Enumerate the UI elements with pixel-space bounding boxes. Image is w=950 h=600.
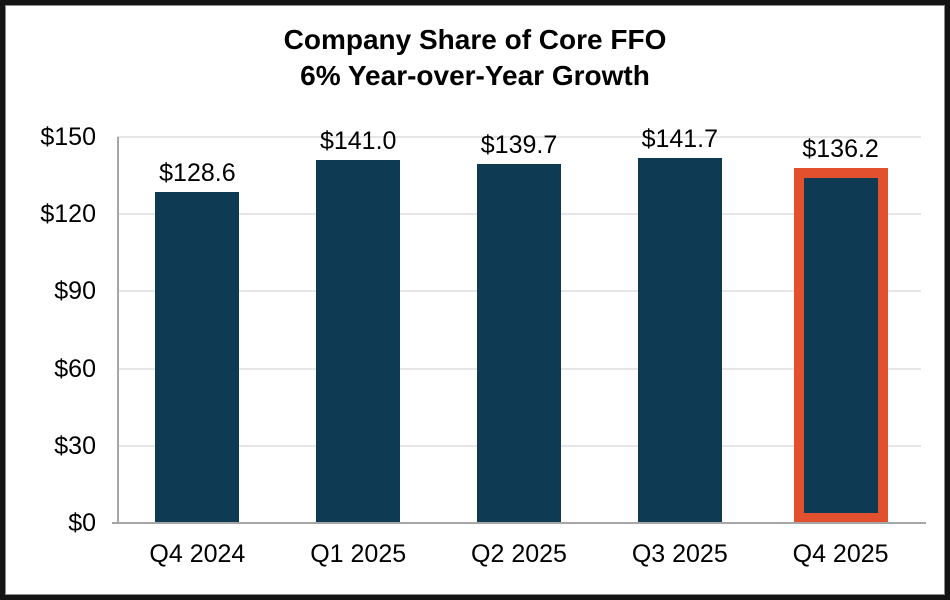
bar — [637, 158, 722, 523]
bar — [155, 192, 240, 523]
y-tick-label: $60 — [54, 354, 96, 383]
x-tick-label: Q4 2025 — [792, 540, 889, 568]
bar-value-label: $141.0 — [319, 127, 397, 156]
y-tick-label: $120 — [40, 200, 96, 229]
chart-title-block: Company Share of Core FFO 6% Year-over-Y… — [0, 22, 950, 94]
bar — [316, 160, 401, 523]
x-axis-line — [112, 522, 926, 524]
x-tick-label: Q3 2025 — [631, 540, 728, 568]
chart-title: Company Share of Core FFO — [283, 24, 667, 55]
x-tick-label: Q2 2025 — [471, 540, 567, 568]
bar-value-label: $139.7 — [480, 130, 558, 159]
bar-value-label: $141.7 — [641, 125, 719, 154]
y-tick-label: $0 — [68, 509, 96, 537]
bar-value-label: $136.2 — [802, 134, 879, 163]
y-axis-line — [117, 137, 119, 523]
y-tick-label: $150 — [40, 123, 96, 151]
x-tick-label: Q4 2024 — [149, 540, 246, 568]
y-tick-label: $90 — [54, 277, 96, 306]
x-tick-label: Q1 2025 — [310, 540, 407, 568]
gridline — [117, 136, 921, 138]
bar-highlighted — [793, 167, 888, 523]
bar-value-label: $128.6 — [159, 159, 236, 188]
bar — [477, 163, 561, 523]
y-tick-label: $30 — [54, 431, 96, 460]
chart-subtitle: 6% Year-over-Year Growth — [300, 60, 650, 91]
